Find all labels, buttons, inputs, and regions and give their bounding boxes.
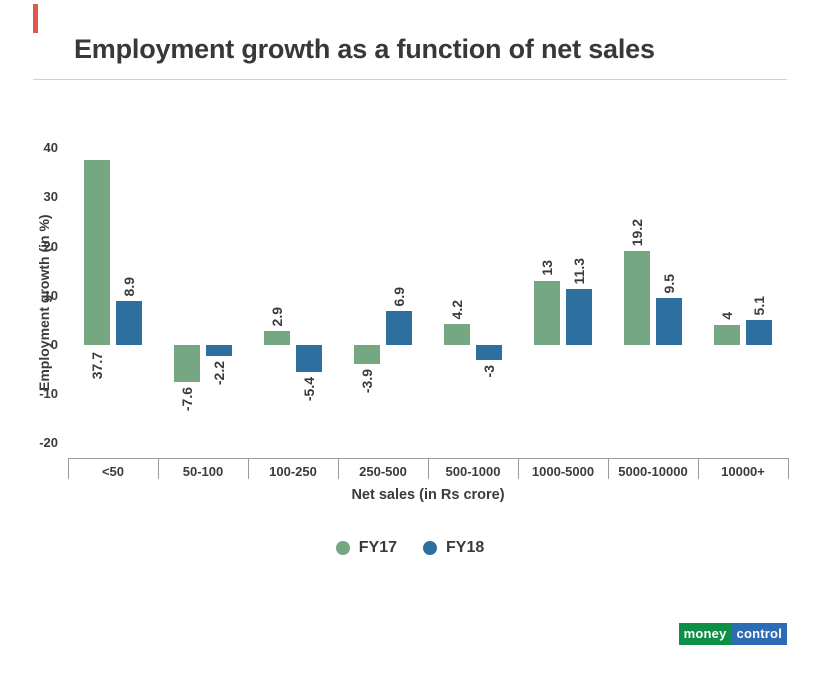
y-tick-label: -10 bbox=[39, 386, 58, 402]
bar-fy18-100-250 bbox=[296, 345, 322, 372]
bar-fy18-<50 bbox=[116, 301, 142, 345]
bar-fy18-1000-5000 bbox=[566, 289, 592, 345]
category-label: 1000-5000 bbox=[531, 464, 595, 479]
bar-value-label: 4 bbox=[719, 312, 735, 320]
bar-value-label: -3 bbox=[481, 365, 497, 378]
category-tick bbox=[248, 458, 249, 479]
legend-swatch-fy17 bbox=[335, 541, 350, 555]
bar-value-label: -2.2 bbox=[211, 361, 227, 386]
bar-value-label: 5.1 bbox=[751, 295, 767, 315]
category-label: 500-1000 bbox=[445, 464, 501, 479]
bar-fy17-5000-10000 bbox=[624, 251, 650, 345]
bar-fy18-500-1000 bbox=[476, 345, 502, 360]
legend: FY17 FY18 bbox=[0, 539, 820, 557]
legend-swatch-fy18 bbox=[423, 541, 437, 555]
y-tick-label: -20 bbox=[39, 435, 58, 451]
y-tick-label: 20 bbox=[43, 238, 58, 254]
legend-label-fy18: FY18 bbox=[446, 539, 485, 556]
category-label: 50-100 bbox=[182, 464, 224, 479]
bar-value-label: 19.2 bbox=[629, 218, 645, 246]
category-label: 100-250 bbox=[269, 464, 317, 479]
bar-fy17-500-1000 bbox=[444, 324, 470, 345]
category-tick bbox=[518, 458, 519, 479]
chart-title: Employment growth as a function of net s… bbox=[74, 34, 655, 64]
category-label: 10000+ bbox=[721, 464, 765, 479]
moneycontrol-logo: money control bbox=[678, 623, 787, 645]
category-label: <50 bbox=[101, 464, 125, 479]
category-tick bbox=[338, 458, 339, 479]
bar-value-label: 8.9 bbox=[121, 276, 137, 296]
legend-item-fy17: FY17 bbox=[335, 539, 397, 557]
bar-fy18-10000+ bbox=[746, 320, 772, 345]
logo-control: control bbox=[731, 623, 787, 645]
bar-value-label: 9.5 bbox=[661, 273, 677, 293]
bar-fy17-250-500 bbox=[354, 345, 380, 364]
bar-fy18-250-500 bbox=[386, 311, 412, 345]
x-axis-title: Net sales (in Rs crore) bbox=[351, 487, 505, 503]
category-label: 5000-10000 bbox=[618, 464, 688, 479]
category-label: 250-500 bbox=[359, 464, 407, 479]
category-tick bbox=[608, 458, 609, 479]
bar-fy17-1000-5000 bbox=[534, 281, 560, 345]
logo-money: money bbox=[678, 623, 732, 645]
bar-value-label: 6.9 bbox=[391, 286, 407, 306]
title-divider bbox=[33, 79, 787, 80]
bar-value-label: -3.9 bbox=[359, 369, 375, 394]
bar-fy18-5000-10000 bbox=[656, 298, 682, 345]
bar-value-label: 2.9 bbox=[269, 306, 285, 326]
bar-fy17-<50 bbox=[84, 160, 110, 345]
bar-value-label: 37.7 bbox=[89, 352, 105, 380]
bar-value-label: 4.2 bbox=[449, 299, 465, 319]
category-tick bbox=[68, 458, 69, 479]
bar-fy17-10000+ bbox=[714, 325, 740, 345]
bar-value-label: 11.3 bbox=[571, 257, 587, 284]
y-tick-label: 0 bbox=[50, 337, 58, 352]
accent-bar bbox=[33, 4, 38, 33]
category-tick bbox=[698, 458, 699, 479]
legend-item-fy18: FY18 bbox=[423, 539, 484, 557]
category-tick bbox=[158, 458, 159, 479]
category-tick bbox=[788, 458, 789, 479]
bar-fy17-50-100 bbox=[174, 345, 200, 382]
bar-fy17-100-250 bbox=[264, 331, 290, 345]
y-tick-label: 40 bbox=[43, 140, 58, 156]
bar-fy18-50-100 bbox=[206, 345, 232, 356]
bar-value-label: 13 bbox=[539, 260, 555, 276]
category-tick bbox=[428, 458, 429, 479]
bar-value-label: -7.6 bbox=[179, 387, 195, 412]
bar-value-label: -5.4 bbox=[301, 377, 317, 402]
legend-label-fy17: FY17 bbox=[358, 539, 397, 556]
y-tick-label: 30 bbox=[43, 189, 58, 205]
y-tick-label: 10 bbox=[43, 287, 58, 303]
